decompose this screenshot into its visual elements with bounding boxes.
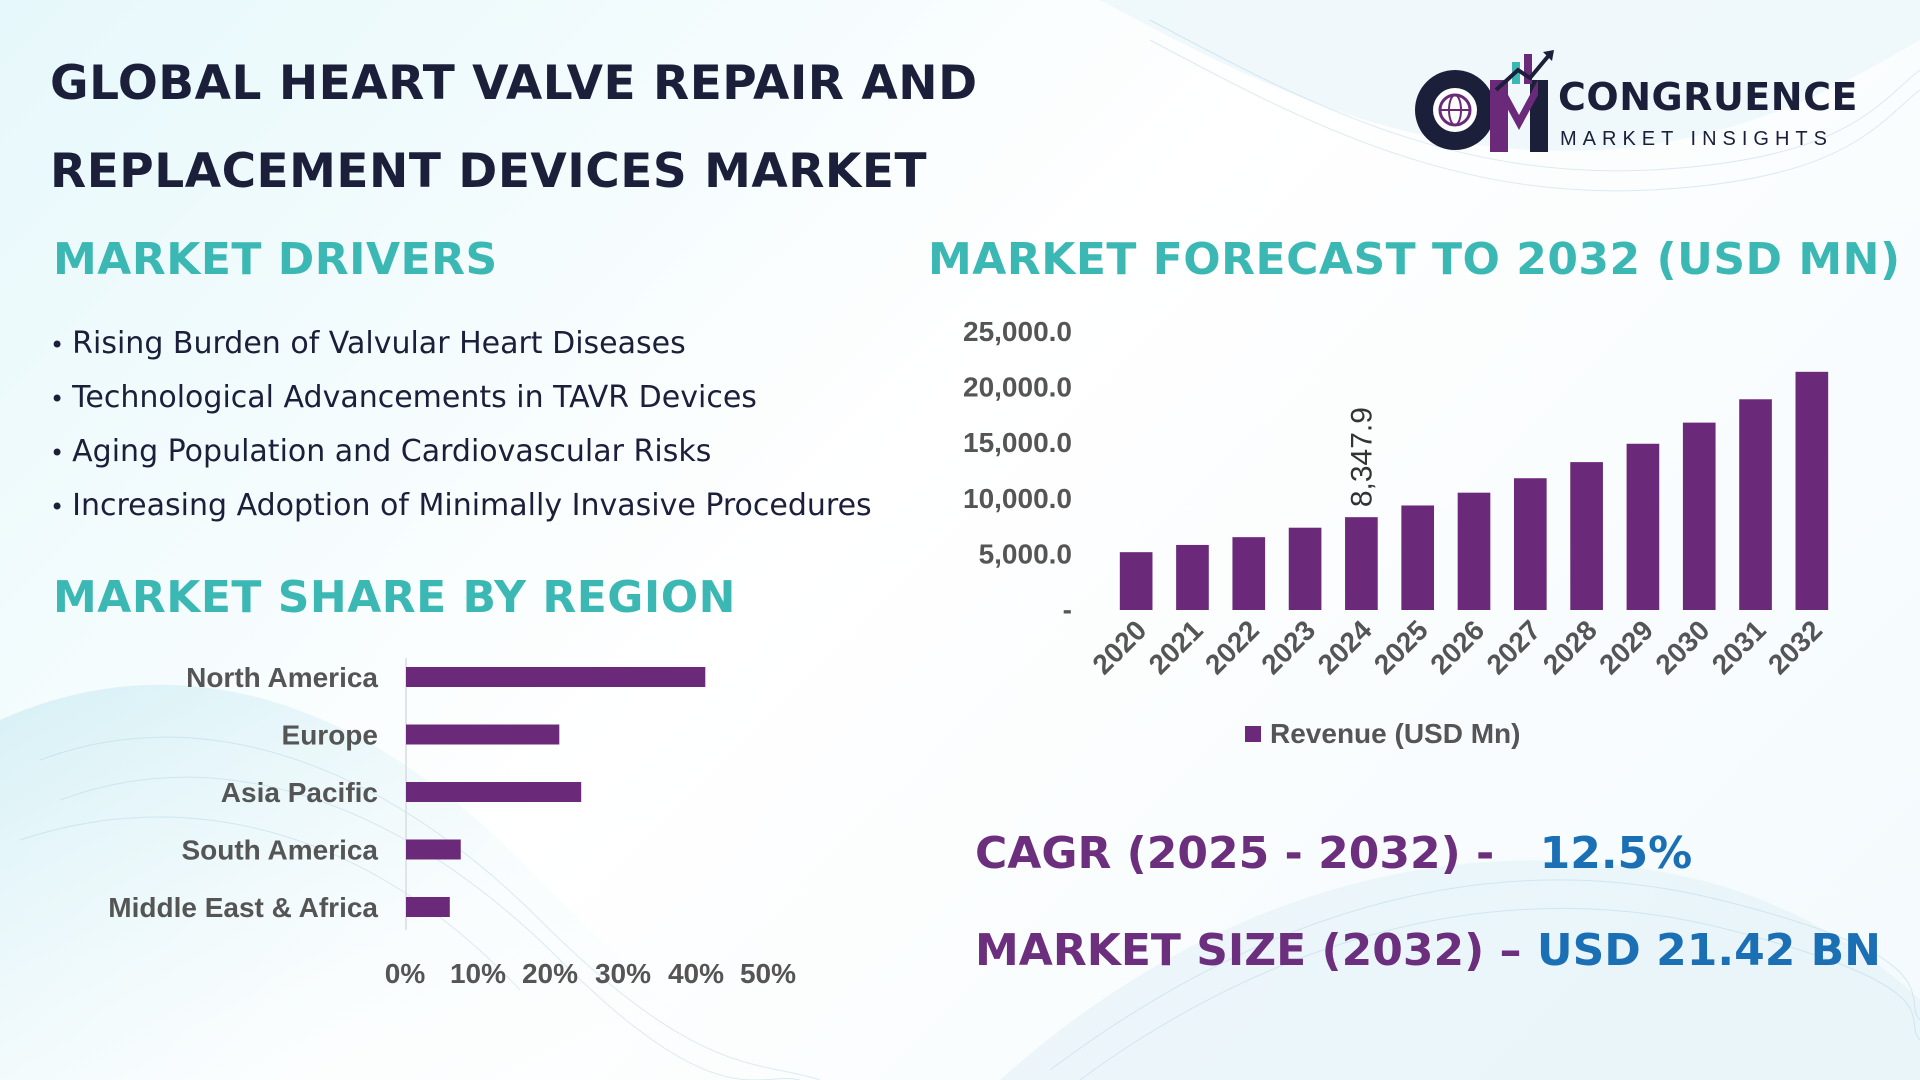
driver-item: • Aging Population and Cardiovascular Ris… <box>50 430 950 484</box>
trend-arrow-icon <box>1494 52 1552 92</box>
x-tick-label: 2032 <box>1762 614 1828 680</box>
x-tick-label: 0% <box>385 958 426 989</box>
drivers-heading: MARKET DRIVERS <box>53 234 498 285</box>
region-bar <box>406 839 461 860</box>
driver-text: Aging Population and Cardiovascular Risk… <box>72 434 712 469</box>
region-label: Asia Pacific <box>221 777 378 808</box>
y-tick-label: 20,000.0 <box>963 372 1072 403</box>
x-tick-label: 2025 <box>1368 614 1434 680</box>
legend-label: Revenue (USD Mn) <box>1270 718 1520 749</box>
x-tick-label: 2026 <box>1424 614 1490 680</box>
x-tick-label: 2028 <box>1537 614 1603 680</box>
bar-2032 <box>1795 371 1829 610</box>
x-tick-label: 2022 <box>1199 614 1265 680</box>
bar-2020 <box>1119 552 1153 610</box>
region-bar <box>406 897 450 917</box>
page-title: GLOBAL HEART VALVE REPAIR AND REPLACEMEN… <box>50 40 1050 216</box>
driver-text: Increasing Adoption of Minimally Invasiv… <box>72 488 872 523</box>
cagr-label: CAGR (2025 - 2032) - <box>975 828 1495 879</box>
data-label: 8,347.9 <box>1345 407 1378 507</box>
cagr-value: 12.5% <box>1539 828 1693 879</box>
bullet-icon: • <box>50 493 65 521</box>
bar-2030 <box>1682 422 1716 610</box>
forecast-bar-chart: - 5,000.0 10,000.0 15,000.0 20,000.0 25,000.0… <box>963 316 1829 749</box>
chart-legend: Revenue (USD Mn) <box>1245 718 1520 749</box>
region-label: Europe <box>282 720 378 751</box>
x-tick-label: 2027 <box>1481 614 1547 680</box>
market-size-value: USD 21.42 BN <box>1536 925 1881 976</box>
bullet-icon: • <box>50 331 65 359</box>
market-size-row: MARKET SIZE (2032) – USD 21.42 BN <box>975 925 1881 976</box>
region-bar <box>406 667 706 687</box>
y-tick-label: 25,000.0 <box>963 316 1072 347</box>
x-tick-label: 2031 <box>1706 614 1772 680</box>
y-tick-label: - <box>1063 594 1072 625</box>
logo-name: CONGRUENCE <box>1558 75 1858 119</box>
bar-2029 <box>1626 443 1660 610</box>
logo-subtitle: MARKET INSIGHTS <box>1560 128 1833 150</box>
title-line-1: GLOBAL HEART VALVE REPAIR AND <box>50 56 978 111</box>
driver-item: • Increasing Adoption of Minimally Invasi… <box>50 484 950 538</box>
bar-2024 <box>1345 517 1378 610</box>
region-label: South America <box>181 835 378 866</box>
bar-2023 <box>1288 527 1322 610</box>
y-tick-label: 5,000.0 <box>979 538 1072 569</box>
x-tick-label: 2023 <box>1255 614 1321 680</box>
company-logo <box>1415 50 1554 152</box>
forecast-heading: MARKET FORECAST TO 2032 (USD MN) <box>928 234 1901 285</box>
legend-swatch <box>1245 726 1261 742</box>
bar-2021 <box>1176 544 1209 610</box>
x-tick-label: 20% <box>522 958 578 989</box>
x-tick-label: 2020 <box>1086 614 1152 680</box>
y-tick-label: 10,000.0 <box>963 483 1072 514</box>
region-label: Middle East & Africa <box>108 892 378 923</box>
bullet-icon: • <box>50 439 65 467</box>
bar-2031 <box>1739 399 1772 610</box>
bullet-icon: • <box>50 385 65 413</box>
cagr-row: CAGR (2025 - 2032) - 12.5% <box>975 828 1692 879</box>
bar-2022 <box>1232 537 1266 610</box>
x-tick-label: 30% <box>595 958 651 989</box>
driver-text: Technological Advancements in TAVR Devic… <box>72 380 757 415</box>
drivers-list: • Rising Burden of Valvular Heart Disease… <box>50 322 950 538</box>
x-tick-label: 2029 <box>1593 614 1659 680</box>
region-bar <box>406 782 582 802</box>
bar-2026 <box>1457 492 1491 610</box>
x-tick-label: 2030 <box>1650 614 1716 680</box>
x-tick-label: 50% <box>740 958 796 989</box>
region-label: North America <box>186 662 378 693</box>
market-size-label: MARKET SIZE (2032) – <box>975 925 1522 976</box>
x-tick-label: 2024 <box>1312 614 1378 680</box>
bar-2028 <box>1570 462 1603 610</box>
driver-item: • Rising Burden of Valvular Heart Disease… <box>50 322 950 376</box>
region-bar-chart: North America Europe Asia Pacific South Ame… <box>108 658 796 989</box>
x-tick-label: 40% <box>668 958 724 989</box>
bar-2027 <box>1513 478 1547 610</box>
bar-2025 <box>1401 505 1435 610</box>
driver-item: • Technological Advancements in TAVR Devi… <box>50 376 950 430</box>
driver-text: Rising Burden of Valvular Heart Diseases <box>72 326 686 361</box>
title-line-2: REPLACEMENT DEVICES MARKET <box>50 144 928 199</box>
y-tick-label: 15,000.0 <box>963 427 1072 458</box>
x-tick-label: 2021 <box>1143 614 1209 680</box>
region-heading: MARKET SHARE BY REGION <box>53 572 736 623</box>
x-tick-label: 10% <box>450 958 506 989</box>
region-bar <box>406 724 560 745</box>
